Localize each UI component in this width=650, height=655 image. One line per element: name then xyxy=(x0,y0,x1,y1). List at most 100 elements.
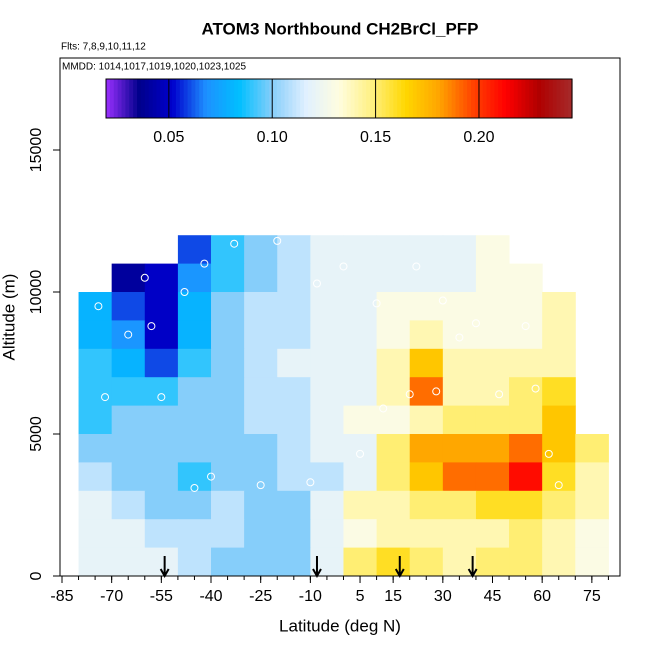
heat-cell xyxy=(475,292,510,321)
heat-cell xyxy=(475,263,510,293)
heat-cell xyxy=(442,490,477,520)
sample-point xyxy=(147,322,156,331)
heat-cell xyxy=(509,405,543,435)
heat-cell xyxy=(111,377,146,407)
colorbar-strip xyxy=(354,79,360,118)
heat-cell xyxy=(78,434,113,463)
heat-cell xyxy=(475,434,510,463)
heat-cell xyxy=(244,405,278,435)
heat-cell xyxy=(78,519,113,549)
heat-cell xyxy=(409,547,444,577)
sample-point xyxy=(180,288,189,297)
heat-cell xyxy=(177,320,212,350)
colorbar-strip xyxy=(366,79,371,118)
heat-cell xyxy=(277,490,311,520)
heat-cell xyxy=(343,405,378,435)
heat-cell xyxy=(542,377,576,407)
heat-cell xyxy=(509,434,543,463)
colorbar-strip xyxy=(241,79,247,118)
colorbar-strip xyxy=(439,79,445,118)
colorbar-strip xyxy=(203,79,208,118)
sample-point xyxy=(438,296,447,305)
heat-cell xyxy=(244,519,278,549)
heat-cell xyxy=(409,348,444,378)
heat-cell xyxy=(177,547,212,577)
x-tick-label: -25 xyxy=(249,588,272,605)
heat-cell xyxy=(144,434,179,463)
heat-cell xyxy=(310,547,344,577)
heat-cell xyxy=(310,377,344,407)
colorbar-strip xyxy=(148,79,154,118)
colorbar-strip xyxy=(525,79,530,118)
heat-cell xyxy=(111,405,146,435)
heat-cell xyxy=(542,519,576,549)
colorbar-strip xyxy=(397,79,402,118)
colorbar-strip xyxy=(339,79,344,118)
subtitle: Flts: 7,8,9,10,11,12 xyxy=(61,42,146,53)
heat-cell xyxy=(144,263,179,293)
heat-cell xyxy=(475,377,510,407)
heat-cell xyxy=(343,292,378,321)
colorbar-strip xyxy=(129,79,134,118)
heat-cell xyxy=(310,292,344,321)
heat-cell xyxy=(177,292,212,321)
colorbar-strip xyxy=(447,79,453,118)
colorbar-strip xyxy=(121,79,127,118)
colorbar-strip xyxy=(486,79,492,118)
heat-cell xyxy=(244,292,278,321)
heat-cell xyxy=(310,263,344,293)
heat-cell xyxy=(509,292,543,321)
colorbar-strip xyxy=(296,79,301,118)
colorbar-strip xyxy=(191,79,196,118)
colorbar-strip xyxy=(175,79,181,118)
heat-cell xyxy=(509,490,543,520)
colorbar-strip xyxy=(292,79,297,118)
colorbar-strip xyxy=(405,79,410,118)
heat-cell xyxy=(442,434,477,463)
heat-cell xyxy=(343,519,378,549)
colorbar-tick-label: 0.20 xyxy=(463,129,494,146)
colorbar-strip xyxy=(280,79,286,118)
heat-cell xyxy=(244,547,278,577)
colorbar-strip xyxy=(564,79,569,118)
colorbar-strip xyxy=(311,79,317,118)
heat-cell xyxy=(177,434,212,463)
colorbar-strip xyxy=(304,79,309,118)
colorbar-strip xyxy=(164,79,169,118)
colorbar-strip xyxy=(276,79,282,118)
colorbar-strip xyxy=(160,79,165,118)
colorbar-strip xyxy=(443,79,449,118)
heat-cell xyxy=(111,320,146,350)
colorbar-strip xyxy=(253,79,259,118)
heat-cell xyxy=(376,263,411,293)
colorbar-strip xyxy=(552,79,558,118)
heat-cell xyxy=(343,434,378,463)
colorbar-strip xyxy=(478,79,484,118)
heat-cell xyxy=(343,348,378,378)
heat-cell xyxy=(111,348,146,378)
colorbar-strip xyxy=(389,79,394,118)
heat-cell xyxy=(542,405,576,435)
colorbar-strip xyxy=(358,79,363,118)
sample-point xyxy=(471,319,480,328)
heat-cell xyxy=(442,263,477,293)
heat-cell xyxy=(509,320,543,350)
colorbar-strip xyxy=(455,79,460,118)
colorbar-strip xyxy=(408,79,414,118)
colorbar-strip xyxy=(370,79,375,118)
colorbar-strip xyxy=(513,79,519,118)
heat-cell xyxy=(177,263,212,293)
colorbar-strip xyxy=(265,79,270,118)
heat-cell xyxy=(310,320,344,350)
heat-cell xyxy=(277,519,311,549)
heat-cell xyxy=(310,490,344,520)
y-tick-label: 0 xyxy=(28,571,45,580)
heat-cell xyxy=(177,490,212,520)
colorbar-strip xyxy=(533,79,538,118)
chart-title: ATOM3 Northbound CH2BrCl_PFP xyxy=(201,19,478,38)
sample-point xyxy=(230,239,239,248)
y-tick-label: 15000 xyxy=(28,128,45,173)
heat-cell xyxy=(575,519,609,549)
colorbar-strip xyxy=(362,79,367,118)
heat-cell xyxy=(211,405,245,435)
